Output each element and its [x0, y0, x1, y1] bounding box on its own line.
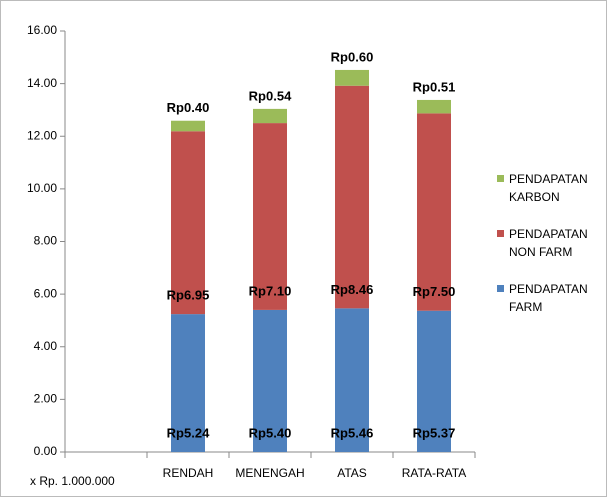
y-tick-label: 8.00 [34, 234, 58, 248]
value-label: Rp5.24 [167, 425, 210, 440]
y-tick-label: 14.00 [27, 76, 57, 90]
x-axis-label: x Rp. 1.000.000 [30, 474, 115, 488]
bar-segment [335, 69, 369, 86]
value-label: Rp8.46 [331, 282, 374, 297]
bar-segment [171, 131, 205, 315]
y-tick-label: 6.00 [34, 286, 58, 300]
bar-segment [253, 108, 287, 124]
value-label: Rp0.40 [167, 100, 210, 115]
y-tick-label: 16.00 [27, 23, 57, 37]
value-label: Rp6.95 [167, 288, 210, 303]
x-tick-label: RENDAH [163, 466, 214, 480]
y-tick-label: 4.00 [34, 339, 58, 353]
x-tick-label: ATAS [337, 466, 367, 480]
bar-segment [171, 314, 205, 452]
legend: PENDAPATAN KARBON PENDAPATAN NON FARM PEND… [497, 170, 602, 335]
value-label: Rp5.37 [413, 425, 456, 440]
value-label: Rp0.51 [413, 79, 456, 94]
bar-segment [253, 123, 287, 310]
bar-segment [417, 310, 451, 452]
legend-item: PENDAPATAN NON FARM [497, 225, 602, 280]
legend-label: PENDAPATAN FARM [509, 282, 588, 314]
bar-segment [335, 308, 369, 452]
y-tick-label: 2.00 [34, 392, 58, 406]
bar-segment [253, 309, 287, 452]
x-tick-label: MENENGAH [235, 466, 304, 480]
legend-swatch [497, 230, 504, 237]
legend-swatch [497, 285, 504, 292]
value-label: Rp0.60 [331, 49, 374, 64]
value-label: Rp7.10 [249, 283, 292, 298]
legend-swatch [497, 175, 504, 182]
x-tick-label: RATA-RATA [402, 466, 466, 480]
legend-label: PENDAPATAN KARBON [509, 172, 588, 204]
bar-segment [417, 99, 451, 114]
bar-segment [171, 120, 205, 132]
bar-segment [417, 113, 451, 311]
value-label: Rp0.54 [249, 88, 292, 103]
legend-label: PENDAPATAN NON FARM [509, 227, 588, 259]
legend-item: PENDAPATAN FARM [497, 280, 602, 335]
y-tick-label: 12.00 [27, 128, 57, 142]
bar-segment [335, 85, 369, 309]
y-tick-label: 0.00 [34, 444, 58, 458]
value-label: Rp5.46 [331, 425, 374, 440]
legend-item: PENDAPATAN KARBON [497, 170, 602, 225]
value-label: Rp5.40 [249, 425, 292, 440]
value-label: Rp7.50 [413, 284, 456, 299]
y-tick-label: 10.00 [27, 181, 57, 195]
